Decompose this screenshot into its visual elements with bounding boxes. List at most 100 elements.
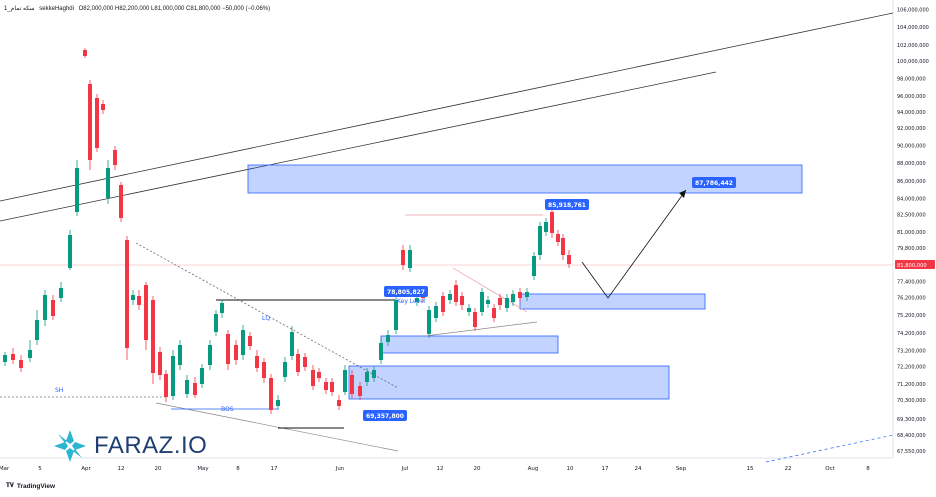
candle-body xyxy=(164,374,168,397)
candle-body xyxy=(379,343,383,360)
x-tick-label: Aug xyxy=(528,466,539,472)
x-tick-label: 5 xyxy=(38,466,42,472)
label-low-box xyxy=(363,410,407,421)
x-tick-label: 20 xyxy=(155,466,162,472)
y-tick-label: 82,500,000 xyxy=(897,212,926,218)
label-target-box xyxy=(692,177,736,188)
candle-body xyxy=(556,234,560,242)
candle-body xyxy=(550,212,554,233)
candle-body xyxy=(241,330,245,355)
candle-body xyxy=(311,370,315,386)
ohlc-readout: O82,000,000 H82,200,000 L81,000,000 C81,… xyxy=(78,6,271,12)
candle-body xyxy=(158,352,162,375)
demand-zone-mid xyxy=(380,335,559,354)
x-tick-label: Jun xyxy=(335,466,345,472)
chart-header: سکه تمام_1 sekkeHaghdi O82,000,000 H82,2… xyxy=(4,5,273,12)
key-level-text: Key Level xyxy=(397,298,426,305)
faraz-watermark: FARAZ.IO xyxy=(52,428,207,464)
candle-body xyxy=(486,300,490,304)
candle-body xyxy=(137,296,141,305)
candle-body xyxy=(525,292,529,297)
y-tick-label: 98,000,000 xyxy=(897,76,926,82)
label-high: 85,918,761 xyxy=(548,202,586,209)
label-key-level: 78,805,827 xyxy=(387,289,425,296)
y-tick-label: 73,200,000 xyxy=(897,348,926,354)
channel-upper-line xyxy=(0,12,894,202)
candle-body xyxy=(372,370,376,378)
candle-body xyxy=(386,335,390,342)
candle-body xyxy=(95,98,99,148)
candle-body xyxy=(113,150,117,165)
label-key-level-box xyxy=(384,286,428,297)
y-tick-label: 104,000,000 xyxy=(897,25,929,31)
candle-body xyxy=(505,298,509,308)
x-tick-label: 10 xyxy=(567,466,574,472)
triangle-upper-line xyxy=(452,267,528,313)
x-tick-label: 24 xyxy=(635,466,642,472)
candle-body xyxy=(208,345,212,365)
candle-body xyxy=(220,303,224,313)
candle-body xyxy=(518,292,522,298)
y-tick-label: 92,000,000 xyxy=(897,126,926,132)
tradingview-logo-icon: 𝐓𝐕 xyxy=(6,483,14,489)
lq-trendline xyxy=(135,242,399,389)
candle-body xyxy=(454,285,458,302)
y-tick-label: 81,000,000 xyxy=(897,230,926,236)
candle-body xyxy=(131,295,135,300)
candle-body xyxy=(394,300,398,330)
y-tick-label: 84,000,000 xyxy=(897,196,926,202)
candle-body xyxy=(226,334,230,364)
x-tick-label: Mar xyxy=(0,466,10,472)
data-source: sekkeHaghdi xyxy=(39,6,74,12)
candle-body xyxy=(473,312,477,327)
y-tick-label: 77,400,000 xyxy=(897,280,926,286)
candle-body xyxy=(448,294,452,300)
lower-wedge-line xyxy=(155,402,399,452)
future-dashed-line xyxy=(765,434,894,463)
last-price-label: 81,800,000 xyxy=(897,263,927,269)
y-tick-label: 76,200,000 xyxy=(897,296,926,302)
candle-body xyxy=(28,350,32,358)
x-tick-label: 8 xyxy=(866,466,870,472)
candle-body xyxy=(276,400,280,406)
triangle-lower-line xyxy=(424,321,538,337)
sh-text: SH xyxy=(55,387,63,394)
candle-body xyxy=(75,168,79,212)
y-tick-label: 96,000,000 xyxy=(897,94,926,100)
x-tick-label: 15 xyxy=(747,466,754,472)
candle-body xyxy=(538,226,542,255)
candle-body xyxy=(19,360,23,368)
y-tick-label: 100,000,000 xyxy=(897,59,929,65)
candle-body xyxy=(88,84,92,160)
y-tick-label: 88,000,000 xyxy=(897,161,926,167)
candle-body xyxy=(358,386,362,396)
candle-body xyxy=(324,382,328,390)
symbol-name[interactable]: سکه تمام_1 xyxy=(4,6,35,12)
candle-body xyxy=(51,300,55,316)
candle-body xyxy=(193,383,197,395)
y-tick-label: 90,000,000 xyxy=(897,144,926,150)
candle-body xyxy=(460,296,464,305)
candle-body xyxy=(255,356,259,368)
y-tick-label: 86,000,000 xyxy=(897,179,926,185)
brand-name[interactable]: TradingView xyxy=(16,483,56,490)
last-price-tag xyxy=(895,260,935,269)
y-tick-label: 94,000,000 xyxy=(897,110,926,116)
candle-body xyxy=(532,256,536,276)
candle-body xyxy=(269,378,273,410)
y-tick-label: 70,300,000 xyxy=(897,398,926,404)
x-tick-label: 12 xyxy=(118,466,125,472)
y-tick-label: 106,000,000 xyxy=(897,8,929,14)
x-tick-label: Apr xyxy=(81,466,91,472)
candle-body xyxy=(290,332,294,356)
x-tick-label: Oct xyxy=(825,466,835,472)
candle-body xyxy=(480,292,484,312)
candle-body xyxy=(101,104,105,110)
candle-body xyxy=(544,222,548,232)
candle-body xyxy=(303,357,307,367)
candle-body xyxy=(330,382,334,392)
watermark-text: FARAZ.IO xyxy=(94,432,208,459)
candle-body xyxy=(200,368,204,384)
